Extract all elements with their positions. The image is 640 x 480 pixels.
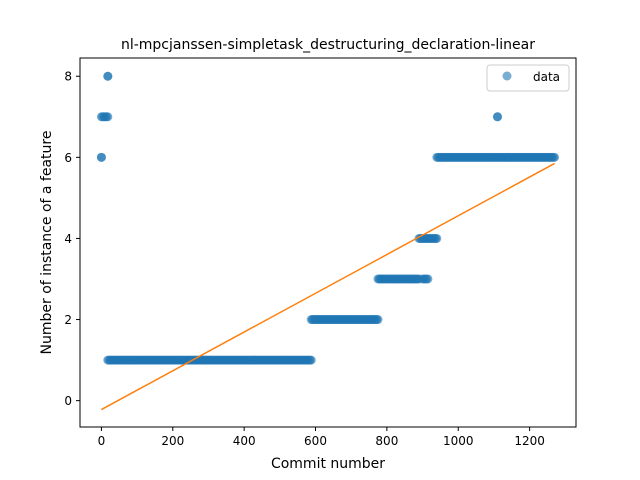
data-point — [493, 112, 502, 122]
y-axis: 0 2 4 6 8 — [64, 70, 80, 408]
x-tick-label: 0 — [98, 434, 106, 448]
data-point — [306, 355, 316, 365]
data-point — [103, 112, 113, 122]
regression-line — [101, 162, 555, 411]
data-point — [96, 152, 106, 162]
data-point — [423, 274, 433, 284]
data-point — [103, 71, 113, 81]
legend-label-data: data — [533, 70, 560, 84]
y-axis-label: Number of instance of a feature — [39, 131, 55, 355]
x-tick-label: 200 — [161, 434, 184, 448]
x-axis: 0 200 400 600 800 1000 1200 — [98, 427, 545, 448]
y-tick-label: 8 — [64, 70, 72, 84]
legend-marker-data — [502, 71, 512, 81]
chart-title: nl-mpcjanssen-simpletask_destructuring_d… — [121, 37, 535, 53]
legend-box — [486, 64, 570, 92]
y-tick-label: 0 — [64, 394, 72, 408]
plot-area-frame — [79, 57, 577, 428]
data-point — [373, 315, 383, 325]
data-point — [550, 152, 560, 162]
x-tick-label: 600 — [304, 434, 327, 448]
x-tick-label: 1200 — [514, 434, 545, 448]
x-tick-label: 1000 — [443, 434, 474, 448]
y-tick-label: 4 — [64, 232, 72, 246]
x-tick-label: 800 — [375, 434, 398, 448]
x-tick-label: 400 — [233, 434, 256, 448]
x-axis-label: Commit number — [271, 456, 385, 472]
y-tick-label: 6 — [64, 151, 72, 165]
data-point — [432, 233, 442, 243]
y-tick-label: 2 — [64, 313, 72, 327]
legend: data — [486, 64, 570, 92]
